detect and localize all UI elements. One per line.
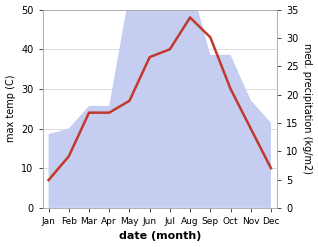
Y-axis label: med. precipitation (kg/m2): med. precipitation (kg/m2) — [302, 43, 313, 174]
X-axis label: date (month): date (month) — [119, 231, 201, 242]
Y-axis label: max temp (C): max temp (C) — [5, 75, 16, 143]
